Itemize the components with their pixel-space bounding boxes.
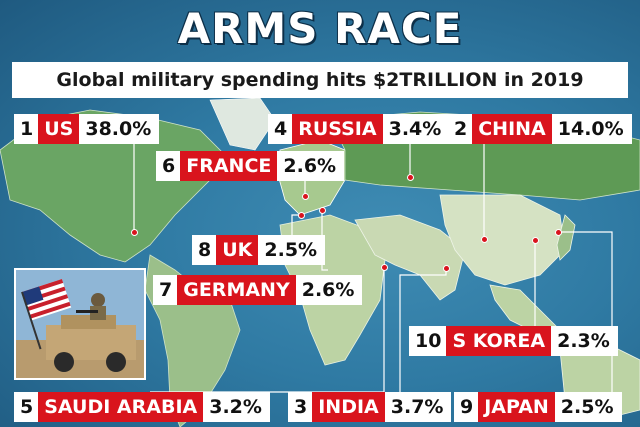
photo-illustration: [16, 270, 144, 378]
country-name: S KOREA: [446, 326, 551, 356]
spending-share: 2.6%: [296, 275, 363, 305]
spending-share: 38.0%: [79, 114, 159, 144]
label-saudi-arabia: 5 SAUDI ARABIA 3.2%: [14, 392, 270, 422]
country-name: INDIA: [312, 392, 385, 422]
marker-saudi-arabia: [381, 264, 388, 271]
rank: 5: [14, 392, 38, 422]
rank: 10: [409, 326, 446, 356]
spending-share: 2.3%: [551, 326, 618, 356]
label-us: 1 US 38.0%: [14, 114, 159, 144]
country-name: US: [38, 114, 79, 144]
marker-japan: [555, 229, 562, 236]
greenland-landmass: [210, 98, 275, 150]
spending-share: 2.5%: [258, 235, 325, 265]
marker-russia: [407, 174, 414, 181]
spending-share: 2.5%: [555, 392, 622, 422]
spending-share: 3.7%: [385, 392, 452, 422]
spending-share: 14.0%: [552, 114, 632, 144]
spending-share: 3.4%: [383, 114, 450, 144]
marker-france: [302, 193, 309, 200]
rank: 4: [268, 114, 292, 144]
rank: 6: [156, 151, 180, 181]
rank: 7: [153, 275, 177, 305]
country-name: SAUDI ARABIA: [38, 392, 203, 422]
marker-uk: [298, 212, 305, 219]
rank: 8: [192, 235, 216, 265]
country-name: RUSSIA: [292, 114, 382, 144]
marker-us: [131, 229, 138, 236]
country-name: UK: [216, 235, 258, 265]
soldier-with-us-flag-photo: [14, 268, 146, 380]
label-india: 3 INDIA 3.7%: [288, 392, 451, 422]
country-name: JAPAN: [478, 392, 555, 422]
label-china: 2 CHINA 14.0%: [448, 114, 632, 144]
spending-share: 2.6%: [277, 151, 344, 181]
country-name: GERMANY: [177, 275, 295, 305]
label-germany: 7 GERMANY 2.6%: [153, 275, 362, 305]
label-uk: 8 UK 2.5%: [192, 235, 325, 265]
rank: 1: [14, 114, 38, 144]
marker-china: [481, 236, 488, 243]
marker-india: [443, 265, 450, 272]
headline: ARMS RACE: [0, 4, 640, 58]
spending-share: 3.2%: [203, 392, 270, 422]
marker-skorea: [532, 237, 539, 244]
rank: 2: [448, 114, 472, 144]
country-name: CHINA: [472, 114, 552, 144]
label-france: 6 FRANCE 2.6%: [156, 151, 344, 181]
country-name: FRANCE: [180, 151, 277, 181]
label-japan: 9 JAPAN 2.5%: [454, 392, 622, 422]
label-russia: 4 RUSSIA 3.4%: [268, 114, 449, 144]
label-s-korea: 10 S KOREA 2.3%: [409, 326, 618, 356]
marker-germany: [319, 207, 326, 214]
subtitle-banner: Global military spending hits $2TRILLION…: [12, 62, 628, 98]
rank: 9: [454, 392, 478, 422]
rank: 3: [288, 392, 312, 422]
